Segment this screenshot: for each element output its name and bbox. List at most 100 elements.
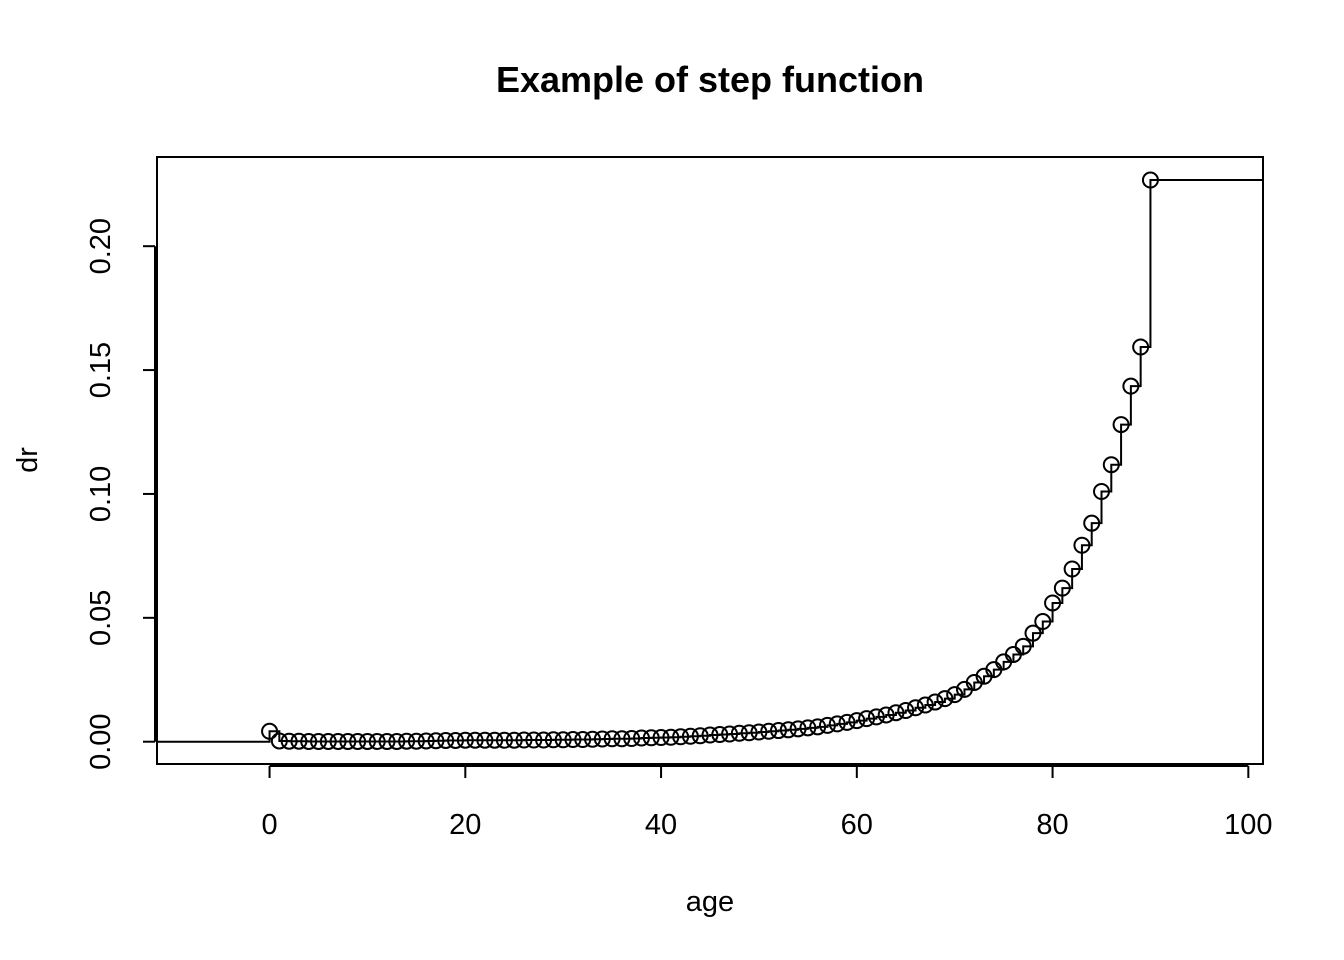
- x-axis: 0 20 40 60 80 100: [261, 765, 1273, 841]
- data-point: [1102, 456, 1120, 474]
- data-point: [809, 718, 827, 736]
- data-point: [701, 726, 719, 744]
- x-tick-label: 20: [449, 809, 481, 841]
- y-tick-label: 0.00: [85, 713, 117, 769]
- plot-frame: [156, 156, 1264, 765]
- data-point: [740, 724, 758, 742]
- data-point: [789, 720, 807, 738]
- data-point: [1112, 416, 1130, 434]
- data-point: [280, 732, 298, 750]
- x-axis-label: age: [686, 886, 734, 918]
- y-tick-label: 0.15: [85, 342, 117, 398]
- data-point: [828, 715, 846, 733]
- data-point: [407, 732, 425, 750]
- data-point: [779, 721, 797, 739]
- data-point: [770, 722, 788, 740]
- data-point: [672, 728, 690, 746]
- data-point: [760, 722, 778, 740]
- data-point: [691, 727, 709, 745]
- data-point: [721, 725, 739, 743]
- data-point: [564, 730, 582, 748]
- data-point: [926, 693, 944, 711]
- data-point: [349, 732, 367, 750]
- data-point: [456, 731, 474, 749]
- data-point: [730, 724, 748, 742]
- data-point: [593, 730, 611, 748]
- data-point: [261, 722, 279, 740]
- data-point: [368, 732, 386, 750]
- data-point: [466, 731, 484, 749]
- step-line: [157, 179, 1263, 743]
- data-point: [1083, 514, 1101, 532]
- data-point: [613, 730, 631, 748]
- data-point: [1053, 579, 1071, 597]
- data-point: [1044, 594, 1062, 612]
- data-point: [525, 731, 543, 749]
- data-point: [623, 729, 641, 747]
- data-point: [1014, 637, 1032, 655]
- x-tick-label: 100: [1224, 809, 1272, 841]
- data-point: [877, 706, 895, 724]
- data-point: [270, 732, 288, 750]
- data-point: [486, 731, 504, 749]
- data-point: [858, 710, 876, 728]
- x-tick-label: 60: [841, 809, 873, 841]
- data-point: [300, 732, 318, 750]
- data-point: [309, 732, 327, 750]
- data-point: [329, 732, 347, 750]
- data-point: [916, 696, 934, 714]
- y-tick-label: 0.20: [85, 218, 117, 274]
- data-point: [946, 686, 964, 704]
- data-point: [584, 730, 602, 748]
- data-point: [437, 731, 455, 749]
- data-point: [554, 731, 572, 749]
- data-point: [632, 729, 650, 747]
- data-point: [417, 732, 435, 750]
- data-point: [1132, 338, 1150, 356]
- data-point: [750, 723, 768, 741]
- y-tick-label: 0.05: [85, 590, 117, 646]
- x-tick-label: 80: [1036, 809, 1068, 841]
- data-point: [907, 699, 925, 717]
- x-tick-label: 0: [261, 809, 277, 841]
- data-point: [681, 727, 699, 745]
- data-point: [339, 732, 357, 750]
- data-point: [290, 732, 308, 750]
- data-point: [476, 731, 494, 749]
- data-point: [505, 731, 523, 749]
- y-tick-label: 0.10: [85, 466, 117, 522]
- data-point: [799, 719, 817, 737]
- data-point: [544, 731, 562, 749]
- data-point: [1024, 624, 1042, 642]
- data-point: [652, 728, 670, 746]
- data-point: [936, 690, 954, 708]
- data-point: [1063, 560, 1081, 578]
- data-point: [388, 732, 406, 750]
- data-point: [1034, 613, 1052, 631]
- x-tick-label: 40: [645, 809, 677, 841]
- data-point: [495, 731, 513, 749]
- data-point: [319, 732, 337, 750]
- data-point: [1122, 377, 1140, 395]
- data-point: [603, 730, 621, 748]
- data-point: [1073, 536, 1091, 554]
- y-axis-label: dr: [12, 447, 44, 473]
- series-dr: [157, 171, 1263, 750]
- data-point: [427, 732, 445, 750]
- data-point: [574, 730, 592, 748]
- data-point: [897, 701, 915, 719]
- y-axis: 0.00 0.05 0.10 0.15 0.20: [85, 218, 156, 770]
- data-point: [887, 704, 905, 722]
- data-point: [535, 731, 553, 749]
- data-point: [1141, 171, 1159, 189]
- data-point: [358, 732, 376, 750]
- data-point: [662, 728, 680, 746]
- chart-title: Example of step function: [496, 59, 924, 100]
- data-point: [838, 713, 856, 731]
- data-point: [867, 708, 885, 726]
- data-point: [447, 731, 465, 749]
- data-point: [515, 731, 533, 749]
- data-point: [711, 726, 729, 744]
- data-point: [642, 729, 660, 747]
